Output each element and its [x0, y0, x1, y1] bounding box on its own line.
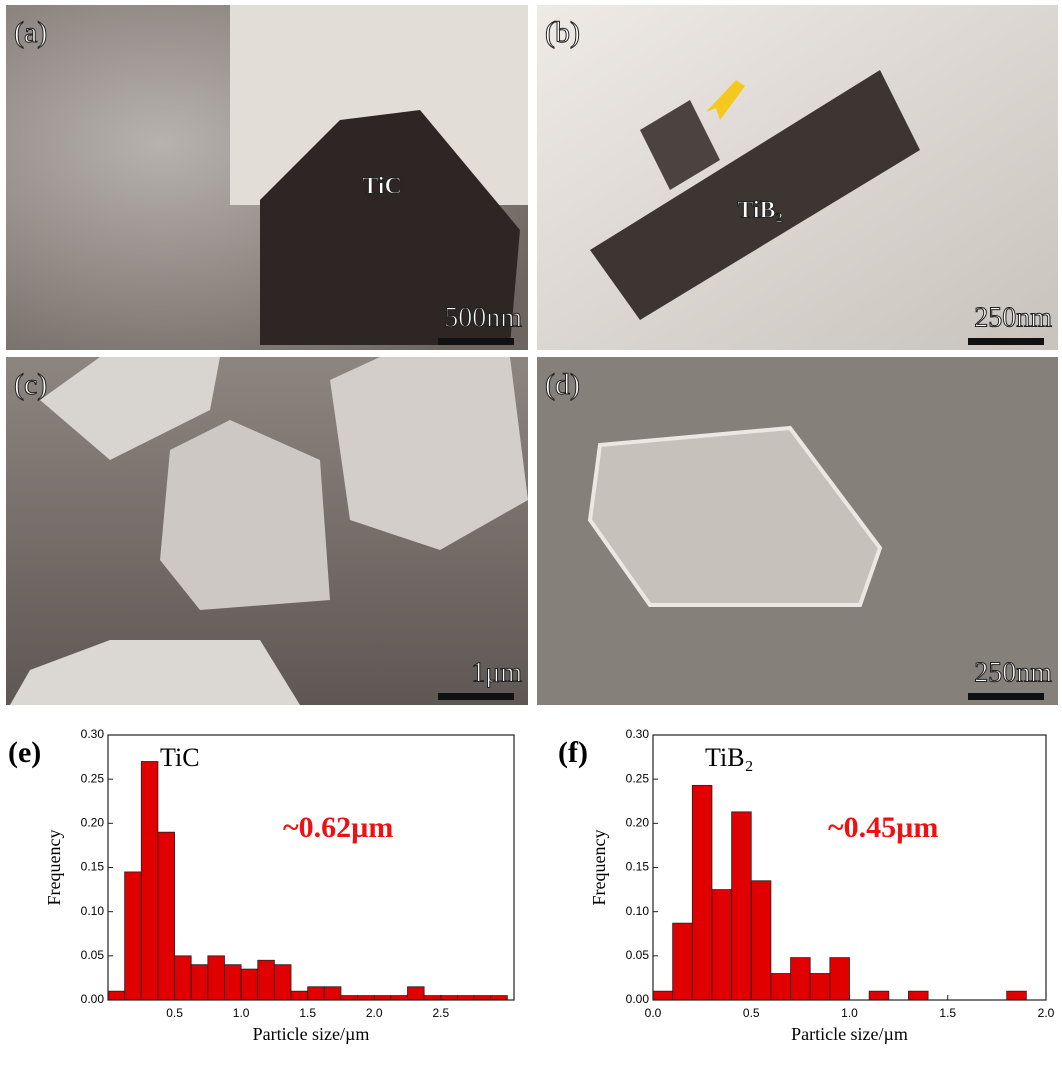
bar	[108, 991, 125, 1000]
y-tick-label: 0.25	[626, 771, 650, 785]
bar	[771, 974, 791, 1001]
y-tick-label: 0.10	[81, 904, 105, 918]
x-tick-label: 0.5	[166, 1006, 183, 1020]
bar	[751, 881, 771, 1000]
y-tick-label: 0.05	[81, 948, 105, 962]
bar	[175, 956, 192, 1000]
x-axis-label: Particle size/µm	[791, 1024, 908, 1044]
scale-bar	[438, 693, 514, 700]
bar	[274, 965, 291, 1000]
x-tick-label: 1.5	[299, 1006, 316, 1020]
y-tick-label: 0.20	[626, 816, 650, 830]
y-tick-label: 0.05	[626, 948, 650, 962]
panel-label: (a)	[14, 16, 47, 49]
bar	[258, 960, 275, 1000]
y-tick-label: 0.10	[626, 904, 650, 918]
scale-label: 1μm	[471, 657, 522, 688]
bar	[1007, 991, 1027, 1000]
bar	[908, 991, 928, 1000]
x-tick-label: 0.0	[645, 1006, 662, 1020]
scale-bar	[968, 693, 1044, 700]
bar	[241, 969, 258, 1000]
scale-bar	[438, 338, 514, 345]
y-tick-label: 0.15	[626, 860, 650, 874]
bar	[125, 872, 142, 1000]
panel-label: (b)	[545, 16, 580, 49]
x-tick-label: 2.0	[366, 1006, 383, 1020]
x-tick-label: 1.0	[233, 1006, 250, 1020]
bar	[441, 996, 458, 1000]
y-tick-label: 0.25	[81, 771, 105, 785]
bar	[732, 812, 752, 1000]
bar	[308, 987, 325, 1000]
bar	[191, 965, 208, 1000]
scale-label: 500nm	[444, 302, 522, 333]
bar	[408, 987, 425, 1000]
bar	[158, 832, 175, 1000]
bar	[224, 965, 241, 1000]
y-tick-label: 0.00	[81, 992, 105, 1006]
bar	[791, 958, 811, 1000]
scale-label: 250nm	[974, 302, 1052, 333]
bar	[341, 996, 358, 1000]
x-tick-label: 2.5	[432, 1006, 449, 1020]
x-axis-label: Particle size/µm	[253, 1024, 370, 1044]
particle-label: TiC	[362, 174, 402, 200]
scale-bar	[968, 338, 1044, 345]
panel-label: (c)	[14, 368, 47, 401]
bar	[291, 991, 308, 1000]
x-tick-label: 1.5	[939, 1006, 956, 1020]
panel-d	[537, 357, 1058, 705]
x-tick-label: 1.0	[841, 1006, 858, 1020]
bar	[653, 991, 673, 1000]
bar	[712, 890, 732, 1000]
chart-label: TiB₂	[705, 743, 754, 772]
bar	[141, 762, 158, 1001]
particle-label: TiB₂	[737, 198, 782, 224]
panel-label: (d)	[545, 368, 580, 401]
scale-label: 250nm	[974, 657, 1052, 688]
panel-label: (f)	[558, 736, 588, 769]
annotation: ~0.62µm	[283, 811, 393, 844]
y-tick-label: 0.00	[626, 992, 650, 1006]
y-tick-label: 0.20	[81, 816, 105, 830]
y-axis-label: Frequency	[589, 830, 609, 906]
panel-c	[6, 357, 528, 705]
annotation: ~0.45µm	[828, 811, 938, 844]
bar	[208, 956, 225, 1000]
y-tick-label: 0.30	[626, 727, 650, 741]
y-tick-label: 0.15	[81, 860, 105, 874]
bar	[810, 974, 830, 1001]
bar	[692, 785, 712, 1000]
chart-label: TiC	[160, 743, 200, 772]
panel-b	[537, 5, 1058, 350]
bar	[474, 996, 491, 1000]
bar	[358, 996, 375, 1000]
y-tick-label: 0.30	[81, 727, 105, 741]
bar	[424, 996, 441, 1000]
panel-label: (e)	[8, 736, 41, 769]
bar	[391, 996, 408, 1000]
figure-svg: (a) TiC 500nm (b) TiB₂ 250nm (c) 1μm (d) 250nm 0.0…	[0, 0, 1062, 1070]
x-tick-label: 0.5	[743, 1006, 760, 1020]
bar	[457, 996, 474, 1000]
y-axis-label: Frequency	[44, 830, 64, 906]
panel-a	[6, 5, 528, 350]
x-tick-label: 2.0	[1038, 1006, 1055, 1020]
bar	[869, 991, 889, 1000]
bar	[673, 923, 693, 1000]
bar	[491, 996, 508, 1000]
bar	[374, 996, 391, 1000]
bar	[324, 987, 341, 1000]
figure: (a) TiC 500nm (b) TiB₂ 250nm (c) 1μm (d) 250nm 0.0…	[0, 0, 1062, 1070]
bar	[830, 958, 850, 1000]
